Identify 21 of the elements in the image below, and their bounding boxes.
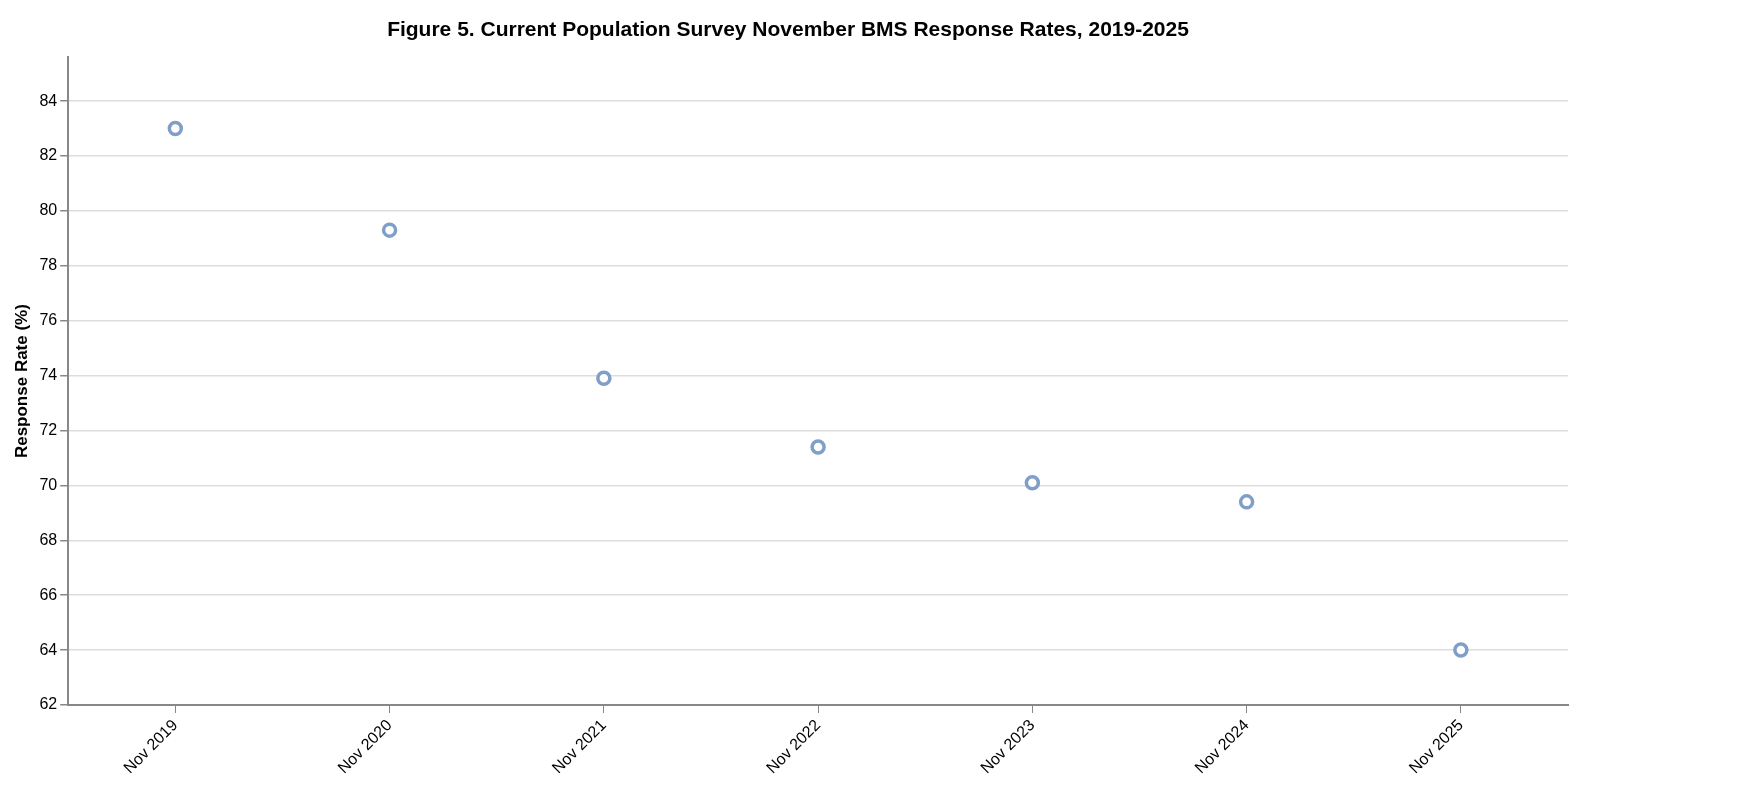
y-tick-label: 64 <box>39 640 58 658</box>
y-tick-label: 62 <box>39 695 58 713</box>
y-tick-label: 80 <box>39 201 58 219</box>
point <box>1238 494 1255 510</box>
y-tick-label: 82 <box>39 146 58 164</box>
y-tick-label: 66 <box>39 585 58 603</box>
y-tick-label: 72 <box>39 420 58 438</box>
point <box>1453 642 1469 658</box>
point <box>1024 474 1041 491</box>
y-tick-label: 84 <box>39 91 58 109</box>
y-axis-title: Response Rate (%) <box>11 304 31 459</box>
y-tick-label: 76 <box>39 311 58 329</box>
point <box>810 439 826 455</box>
y-tick-label: 74 <box>39 366 58 384</box>
y-tick-label: 68 <box>39 530 58 548</box>
y-tick-label: 78 <box>39 256 58 274</box>
y-tick-label: 70 <box>39 475 58 493</box>
point <box>167 120 184 137</box>
point <box>381 222 398 238</box>
chart-title: Figure 5. Current Population Survey November BMS Response Rates, 2019-2025 <box>387 17 1190 41</box>
point <box>596 370 612 387</box>
